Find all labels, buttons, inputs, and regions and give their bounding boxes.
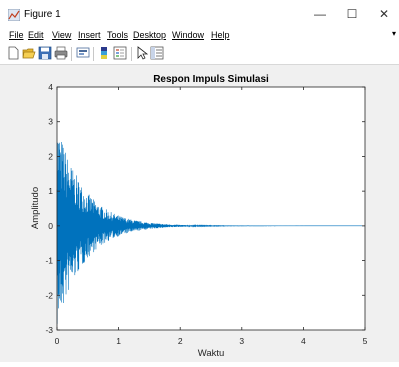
toolbar-separator [71, 47, 72, 61]
insert-legend-icon[interactable] [113, 46, 127, 60]
axis-ticks [56, 86, 366, 331]
maximize-button[interactable]: ☐ [346, 7, 358, 21]
series-line [56, 141, 365, 324]
x-tick-label: 3 [239, 336, 244, 346]
property-inspector-icon[interactable] [150, 46, 164, 60]
y-tick-label: -3 [45, 325, 53, 335]
link-plot-icon[interactable] [76, 46, 90, 60]
y-tick-label: 1 [48, 186, 53, 196]
x-tick-label: 4 [301, 336, 306, 346]
save-icon[interactable] [38, 46, 52, 60]
y-tick-label: 3 [48, 117, 53, 127]
x-tick-label: 5 [363, 336, 368, 346]
y-tick-label: -2 [45, 290, 53, 300]
new-figure-icon[interactable] [6, 46, 20, 60]
figure-toolbar [0, 44, 399, 65]
matlab-figure-icon [8, 9, 20, 21]
y-tick-label: 4 [48, 82, 53, 92]
menu-view[interactable]: View [52, 30, 72, 40]
menu-insert[interactable]: Insert [78, 30, 101, 40]
impulse-response-series [56, 141, 365, 324]
insert-colorbar-icon[interactable] [97, 46, 111, 60]
menu-overflow-arrow[interactable]: ▾ [391, 29, 396, 38]
menu-edit[interactable]: Edit [28, 30, 44, 40]
y-tick-label: 0 [48, 221, 53, 231]
open-file-icon[interactable] [22, 46, 36, 60]
x-tick-label: 0 [55, 336, 60, 346]
y-tick-label: 2 [48, 151, 53, 161]
chart-svg: 4 3 2 1 0 -1 -2 -3 0 1 2 3 4 5 Respon Im… [30, 74, 368, 359]
figure-canvas: 4 3 2 1 0 -1 -2 -3 0 1 2 3 4 5 Respon Im… [0, 65, 399, 362]
x-tick-label: 2 [178, 336, 183, 346]
pointer-icon[interactable] [135, 46, 149, 60]
menu-window[interactable]: Window [172, 30, 205, 40]
toolbar-separator [93, 47, 94, 61]
y-tick-label: -1 [45, 256, 53, 266]
menu-file[interactable]: File [9, 30, 24, 40]
y-axis-label: Amplitudo [30, 187, 41, 229]
window-title: Figure 1 [24, 9, 61, 20]
menu-bar: File Edit View Insert Tools Desktop Wind… [0, 28, 399, 44]
axes-box [56, 86, 366, 331]
x-axis-label: Waktu [198, 348, 225, 359]
close-button[interactable]: ✕ [378, 7, 390, 21]
print-icon[interactable] [54, 46, 68, 60]
menu-desktop[interactable]: Desktop [133, 30, 167, 40]
menu-help[interactable]: Help [211, 30, 230, 40]
minimize-button[interactable]: — [314, 7, 326, 21]
x-tick-label: 1 [116, 336, 121, 346]
title-bar[interactable]: Figure 1 — ☐ ✕ [0, 0, 399, 28]
toolbar-separator [131, 47, 132, 61]
menu-tools[interactable]: Tools [107, 30, 129, 40]
chart-title: Respon Impuls Simulasi [153, 74, 269, 85]
axes-background [57, 87, 365, 330]
